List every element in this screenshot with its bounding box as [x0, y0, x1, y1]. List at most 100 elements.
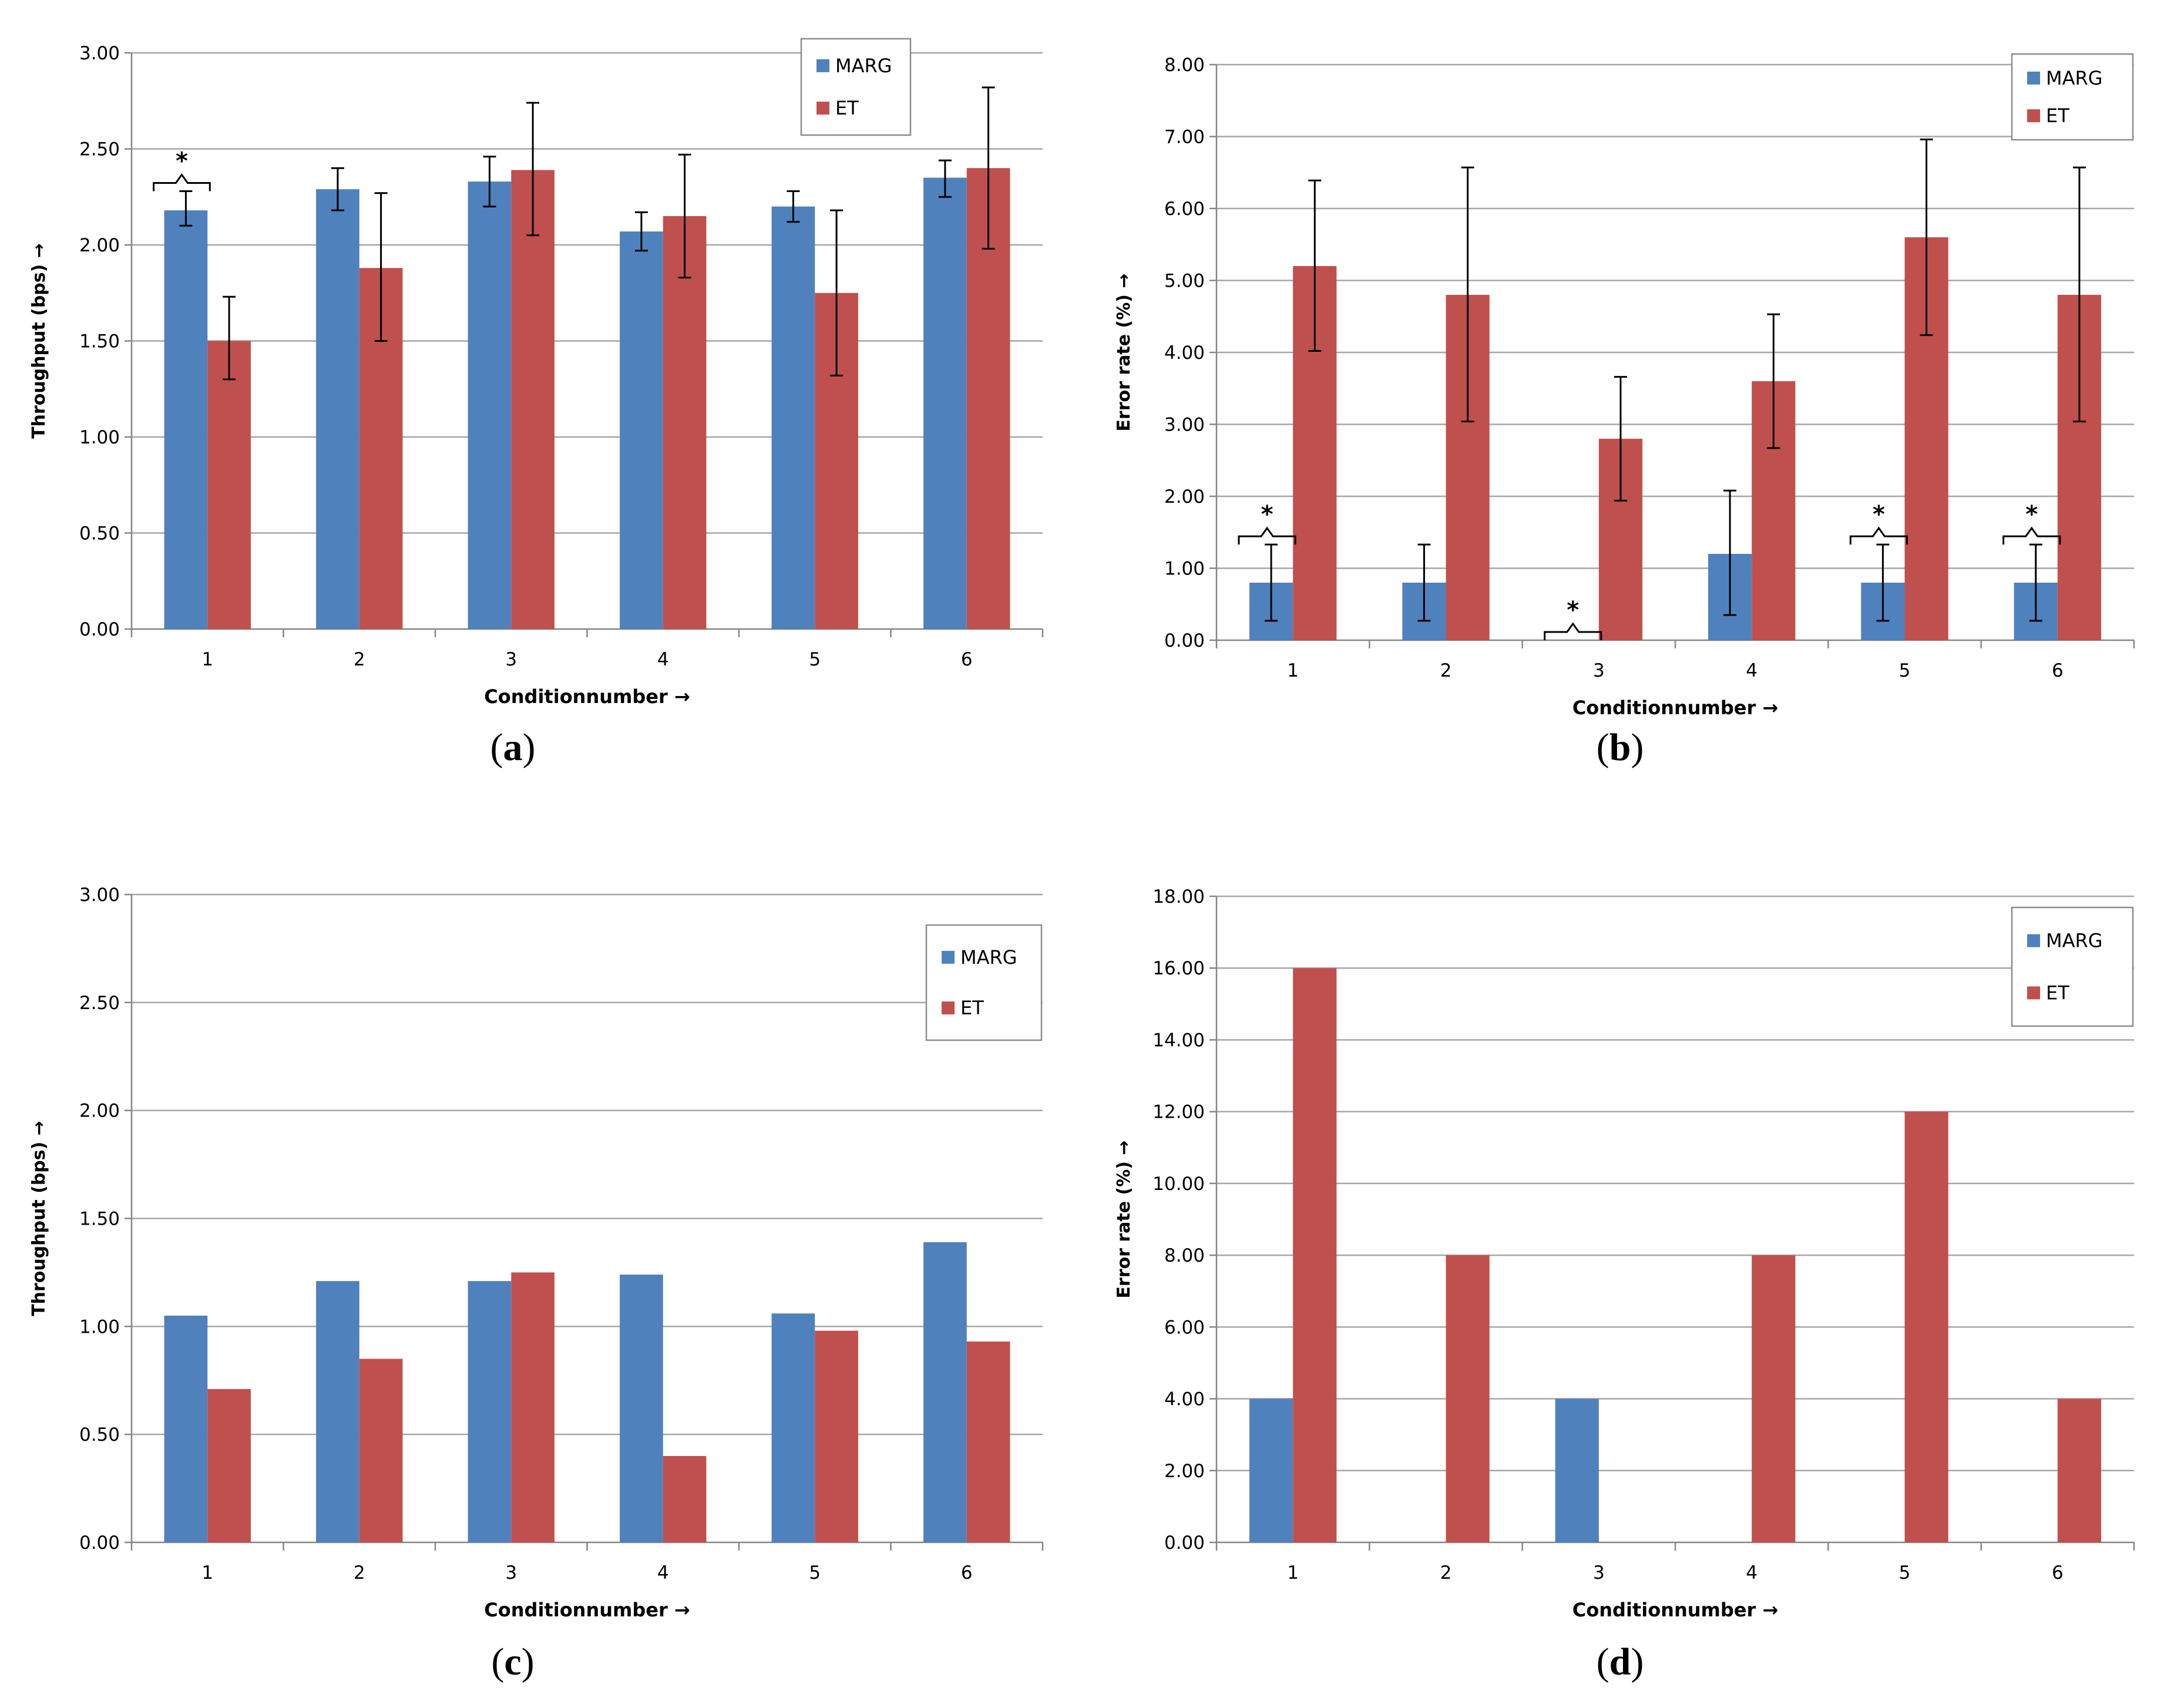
x-tick-label: 3 [1593, 660, 1605, 681]
error-bar-marg-5 [1876, 543, 1890, 622]
y-tick-label: 10.00 [1152, 1174, 1205, 1195]
bar-et-6 [2057, 1398, 2102, 1542]
bar-marg-4 [620, 231, 663, 629]
x-tick-label: 1 [201, 1562, 213, 1583]
legend-label-et: ET [835, 97, 859, 119]
error-bar-marg-2 [1417, 543, 1431, 622]
significance-star: * [1261, 501, 1273, 528]
x-tick-label: 5 [809, 649, 821, 670]
bar-marg-1 [164, 210, 208, 629]
caption-b-label: b [1609, 726, 1631, 769]
y-tick-label: 2.00 [1164, 486, 1205, 507]
legend-box [800, 38, 912, 136]
error-bar-et-5 [830, 209, 844, 376]
error-bar-et-4 [678, 153, 691, 279]
caption-a-label: a [503, 726, 523, 769]
x-tick-label: 3 [1593, 1562, 1605, 1583]
bar-marg-1 [164, 1315, 208, 1542]
legend-box [2011, 906, 2134, 1027]
error-bar-marg-6 [938, 159, 952, 198]
caption-c: (c) [491, 1640, 535, 1683]
bar-et-1 [207, 1388, 251, 1542]
legend-label-marg: MARG [2046, 67, 2103, 89]
y-tick-label: 0.50 [79, 1424, 120, 1445]
bar-marg-4 [620, 1275, 663, 1542]
bar-marg-1 [1249, 1398, 1293, 1542]
legend: MARG ET [2011, 53, 2134, 141]
y-tick-label: 2.00 [1164, 1461, 1205, 1482]
x-tick-label: 4 [657, 649, 669, 670]
legend-label-et: ET [2046, 981, 2069, 1004]
error-bar-et-2 [374, 192, 388, 342]
legend: MARG ET [2011, 906, 2134, 1027]
caption-a: (a) [490, 726, 536, 769]
y-tick-label: 3.00 [79, 885, 120, 906]
bar-marg-3 [1555, 1398, 1599, 1542]
x-tick-label: 4 [1746, 660, 1758, 681]
y-axis-title: Throughput (bps) → [29, 243, 49, 439]
legend: MARG ET [925, 924, 1043, 1041]
bar-et-2 [1446, 1255, 1490, 1542]
bar-et-6 [966, 1341, 1010, 1542]
bar-et-5 [1904, 1111, 1948, 1542]
y-tick-label: 3.00 [1164, 415, 1205, 436]
significance-bracket-3: * [1544, 597, 1602, 640]
bracket [1849, 526, 1908, 545]
x-tick-label: 1 [1287, 1562, 1299, 1583]
x-axis-title: Conditionnumber → [1572, 1599, 1778, 1621]
chart-d: 0.00 2.00 4.00 6.00 8.00 10.00 12.00 14.00 16.00… [1114, 886, 2135, 1621]
y-tick-label: 0.00 [79, 1532, 120, 1554]
legend-box [925, 924, 1043, 1041]
y-tick-label: 4.00 [1164, 342, 1205, 364]
y-axis-title: Error rate (%) → [1114, 1140, 1134, 1298]
y-tick-label: 0.50 [79, 523, 120, 544]
x-tick-label: 2 [354, 1562, 365, 1583]
x-tick-label: 3 [505, 649, 517, 670]
x-tick-label: 3 [505, 1562, 517, 1583]
bar-marg-5 [771, 206, 815, 630]
error-bar-et-6 [982, 86, 995, 250]
bar-marg-5 [771, 1313, 815, 1542]
significance-star: * [2025, 501, 2038, 528]
x-tick-label: 4 [1746, 1562, 1758, 1583]
bar-et-3 [511, 170, 555, 630]
x-tick-label: 2 [354, 649, 365, 670]
y-tick-label: 1.50 [79, 331, 120, 352]
bar-marg-6 [923, 177, 967, 629]
x-tick-label: 6 [961, 1562, 973, 1583]
error-bar-et-6 [2072, 166, 2086, 423]
error-bar-et-4 [1767, 313, 1780, 449]
error-bar-marg-4 [634, 211, 648, 252]
x-tick-label: 5 [809, 1562, 821, 1583]
bar-marg-3 [468, 181, 512, 630]
legend-box [2011, 53, 2134, 141]
significance-bracket-5: * [1849, 501, 1908, 545]
error-bar-marg-4 [1723, 489, 1737, 616]
legend-swatch-marg [2027, 71, 2040, 85]
error-bar-et-5 [1920, 138, 1933, 337]
y-axis-title: Throughput (bps) → [29, 1121, 49, 1316]
legend-swatch-et [2027, 986, 2040, 1000]
x-tick-label: 1 [201, 649, 213, 670]
legend-swatch-et [816, 102, 829, 115]
significance-star: * [176, 147, 188, 174]
legend-swatch-marg [2027, 934, 2040, 947]
y-tick-label: 14.00 [1152, 1030, 1205, 1051]
y-tick-label: 0.00 [1164, 630, 1205, 651]
error-bar-marg-5 [787, 190, 800, 223]
y-tick-label: 6.00 [1164, 1317, 1205, 1338]
y-tick-label: 2.50 [79, 993, 120, 1014]
error-bar-marg-1 [1265, 543, 1278, 622]
y-tick-label: 6.00 [1164, 199, 1205, 220]
x-tick-label: 1 [1287, 660, 1299, 681]
error-bar-et-3 [1614, 376, 1627, 502]
bar-et-4 [663, 216, 707, 629]
x-tick-label: 4 [657, 1562, 669, 1583]
bracket [2002, 526, 2061, 545]
error-bar-et-1 [1308, 179, 1322, 352]
legend-swatch-marg [816, 59, 829, 72]
x-tick-label: 5 [1899, 1562, 1911, 1583]
legend-label-et: ET [2046, 105, 2069, 127]
y-axis-title: Error rate (%) → [1114, 273, 1134, 431]
